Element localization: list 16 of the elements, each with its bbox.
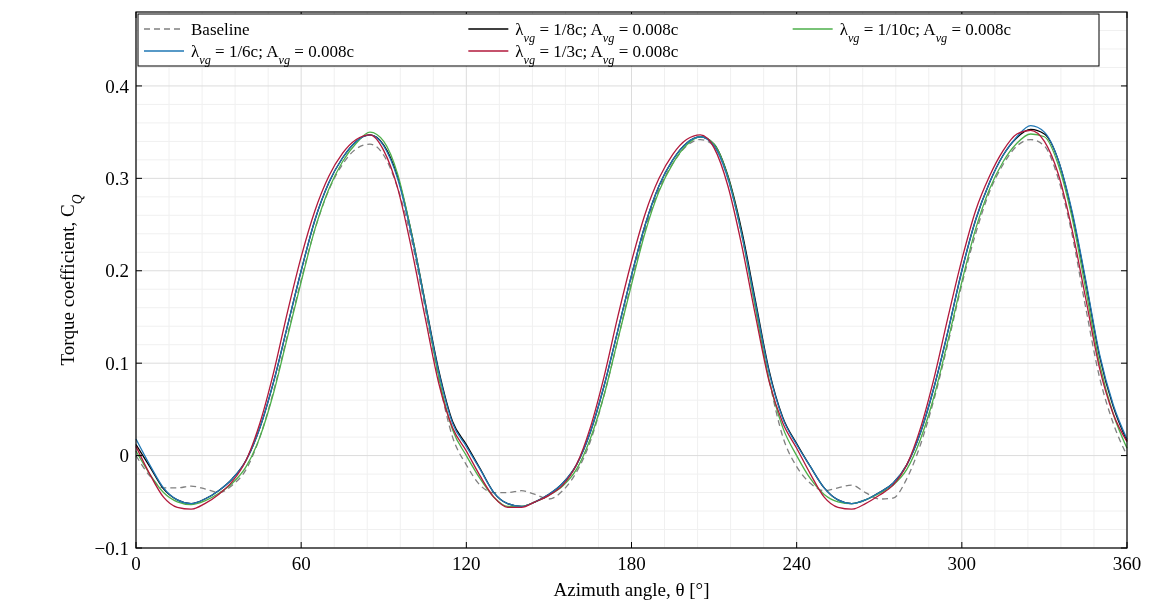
x-tick-label: 180 [617,553,646,574]
x-tick-label: 240 [782,553,811,574]
legend-label: λ$_{vg}$ = 1/6c; A$_{vg}$ = 0.008c [191,41,355,67]
legend-label: Baseline [191,19,250,39]
y-tick-label: 0.1 [105,352,129,374]
y-tick-label: 0.3 [105,167,129,189]
x-axis-title: Azimuth angle, θ [°] [553,579,710,600]
x-tick-label: 300 [947,553,977,574]
x-tick-label: 60 [291,553,311,574]
y-tick-label: 0 [119,445,129,467]
x-tick-label: 120 [452,553,481,574]
legend-label: λ$_{vg}$ = 1/10c; A$_{vg}$ = 0.008c [839,19,1012,45]
y-tick-label: 0.2 [105,260,129,282]
x-tick-label: 360 [1112,553,1142,574]
y-tick-label: −0.1 [94,537,129,559]
y-tick-label: 0.4 [105,75,130,97]
